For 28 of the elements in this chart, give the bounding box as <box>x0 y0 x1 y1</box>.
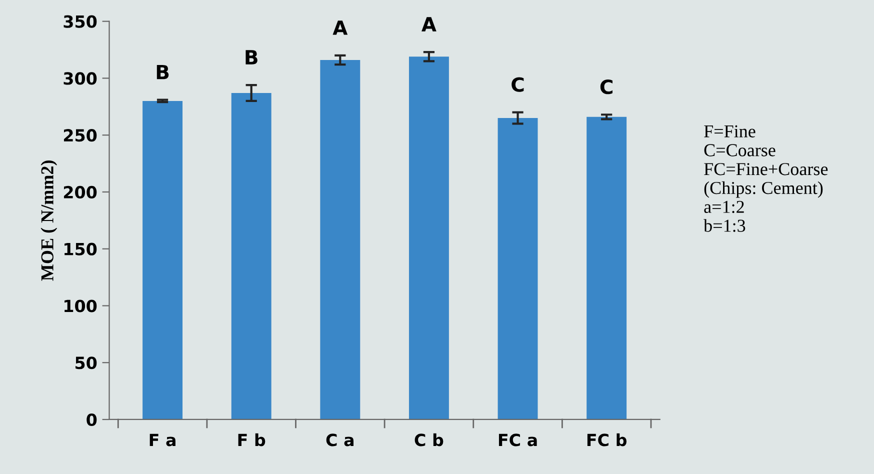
bar <box>142 100 183 420</box>
x-tick-label: FC b <box>587 433 627 446</box>
bar <box>231 93 272 420</box>
bar <box>408 56 449 420</box>
text: F=Fine C=Coarse FC=Fine+Coarse (Chips: Cement) a=1:2 b=1:3 <box>704 125 828 232</box>
data-label: B <box>246 50 258 64</box>
bar <box>586 116 627 420</box>
y-tick-label: 150 <box>64 242 97 256</box>
x-tick-label: C a <box>326 434 354 446</box>
y-tick-label: 100 <box>64 300 97 312</box>
x-tick-label: F a <box>150 434 176 446</box>
data-label: C <box>512 77 524 92</box>
y-tick-label: 200 <box>64 186 97 199</box>
x-tick-label: FC a <box>498 434 537 446</box>
y-tick-label: 250 <box>64 129 97 142</box>
bar <box>320 60 360 420</box>
y-axis-title: MOE ( N/mm2) <box>40 160 58 281</box>
x-tick-label: F b <box>238 433 266 446</box>
y-tick-label: 0 <box>86 413 97 426</box>
x-tick-label: C b <box>414 433 444 446</box>
data-label: C <box>600 79 612 94</box>
y-tick-label: 50 <box>76 356 97 370</box>
data-label: B <box>156 64 169 80</box>
data-label: A <box>422 17 436 32</box>
y-tick-label: 300 <box>64 72 97 85</box>
bar <box>498 118 538 420</box>
data-label: A <box>332 20 348 35</box>
y-tick-label: 350 <box>64 15 97 28</box>
